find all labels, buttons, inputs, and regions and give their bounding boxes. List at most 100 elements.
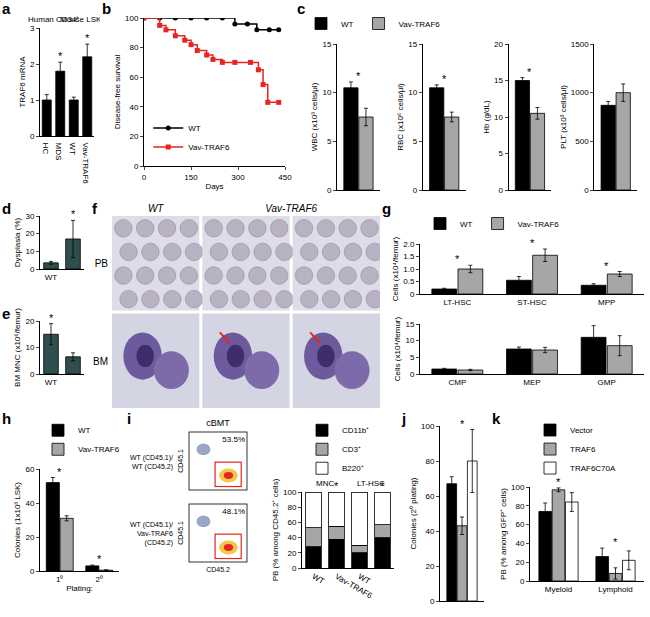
svg-text:60: 60 (425, 492, 434, 501)
svg-text:*: * (613, 536, 618, 548)
svg-text:Vav-TRAF6: Vav-TRAF6 (188, 143, 230, 152)
svg-text:WT: WT (460, 220, 473, 229)
svg-text:B220⁺: B220⁺ (342, 464, 364, 473)
svg-text:80: 80 (515, 502, 524, 511)
svg-text:CD45.1: CD45.1 (177, 449, 184, 473)
svg-text:20: 20 (25, 533, 34, 542)
svg-text:WT: WT (188, 124, 201, 133)
svg-text:450: 450 (278, 173, 292, 182)
svg-text:0.5: 0.5 (403, 277, 415, 286)
svg-text:0: 0 (134, 162, 139, 171)
svg-text:WT: WT (148, 203, 164, 214)
svg-text:RBC (x10⁶ cells/μl): RBC (x10⁶ cells/μl) (396, 83, 405, 151)
svg-text:GMP: GMP (598, 378, 616, 387)
svg-text:30: 30 (25, 212, 34, 221)
svg-text:60: 60 (129, 73, 138, 82)
svg-text:10: 10 (408, 88, 417, 97)
svg-text:3: 3 (30, 24, 35, 33)
svg-text:WT (CD45.2): WT (CD45.2) (132, 463, 173, 471)
svg-text:0: 0 (327, 186, 332, 195)
svg-text:80: 80 (287, 503, 296, 512)
svg-text:Vav-TRAF6: Vav-TRAF6 (78, 445, 120, 454)
svg-text:Vector: Vector (570, 426, 593, 435)
svg-text:Disease-free survival: Disease-free survival (113, 54, 122, 129)
svg-text:40: 40 (425, 527, 434, 536)
svg-text:Vav-TRAF6: Vav-TRAF6 (265, 203, 317, 214)
svg-text:TRAF6: TRAF6 (570, 445, 596, 454)
svg-text:PB: PB (95, 258, 109, 269)
svg-text:48.1%: 48.1% (222, 507, 245, 516)
svg-text:*: * (380, 480, 385, 492)
svg-text:20: 20 (25, 317, 34, 326)
svg-text:Hb (g/dL): Hb (g/dL) (482, 100, 491, 134)
svg-text:5: 5 (327, 137, 332, 146)
svg-text:CD3⁺: CD3⁺ (342, 445, 361, 454)
svg-text:Vav-TRAF6: Vav-TRAF6 (334, 572, 375, 601)
svg-text:BM: BM (93, 356, 108, 367)
svg-text:1000: 1000 (571, 88, 589, 97)
svg-text:300: 300 (231, 173, 245, 182)
svg-text:80: 80 (129, 43, 138, 52)
svg-text:MPP: MPP (598, 298, 615, 307)
svg-text:100: 100 (421, 422, 435, 431)
svg-text:0: 0 (30, 370, 35, 379)
svg-text:15: 15 (408, 40, 417, 49)
svg-text:0: 0 (30, 132, 35, 141)
svg-text:2: 2 (30, 60, 35, 69)
svg-text:10: 10 (494, 113, 503, 122)
svg-text:40: 40 (287, 533, 296, 542)
svg-text:100: 100 (511, 483, 525, 492)
svg-text:Lymphoid: Lymphoid (598, 585, 632, 594)
svg-text:1: 1 (30, 96, 35, 105)
svg-text:MNC: MNC (316, 479, 334, 488)
svg-text:20: 20 (129, 132, 138, 141)
svg-text:LT-HSC: LT-HSC (443, 298, 471, 307)
svg-text:0: 0 (430, 597, 435, 606)
svg-text:WT: WT (311, 572, 326, 586)
svg-text:Vav-TRAF6: Vav-TRAF6 (399, 20, 441, 29)
svg-text:1.0: 1.0 (403, 265, 415, 274)
svg-text:53.5%: 53.5% (222, 435, 245, 444)
svg-text:60: 60 (25, 465, 34, 474)
svg-text:0: 0 (410, 290, 415, 299)
svg-text:Colonies (2⁰ plating): Colonies (2⁰ plating) (409, 477, 418, 549)
svg-text:Dysplasia (%): Dysplasia (%) (13, 217, 22, 267)
svg-text:BM MNC (x10⁶/femur): BM MNC (x10⁶/femur) (13, 308, 22, 387)
svg-text:0: 0 (30, 265, 35, 274)
svg-text:1⁰: 1⁰ (56, 575, 63, 584)
svg-text:100: 100 (125, 14, 139, 23)
svg-text:Vav-TRAF6: Vav-TRAF6 (137, 530, 173, 537)
svg-text:100: 100 (283, 488, 297, 497)
svg-text:Vav-TRAF6: Vav-TRAF6 (518, 220, 560, 229)
svg-text:CD11b⁺: CD11b⁺ (342, 426, 369, 435)
svg-text:WT: WT (357, 572, 372, 586)
svg-text:Plating:: Plating: (66, 584, 93, 593)
svg-text:HC: HC (41, 143, 50, 155)
svg-text:PLT (x10³ cells/μl): PLT (x10³ cells/μl) (559, 85, 568, 149)
svg-text:*: * (49, 312, 54, 324)
svg-text:*: * (530, 237, 535, 249)
svg-text:PB (% among CD45.2⁺ cells): PB (% among CD45.2⁺ cells) (271, 478, 280, 581)
svg-text:*: * (58, 50, 63, 62)
svg-text:5: 5 (498, 149, 503, 158)
svg-text:0: 0 (410, 370, 415, 379)
svg-text:0: 0 (413, 186, 418, 195)
svg-text:Human CD34⁺: Human CD34⁺ (28, 15, 79, 24)
svg-text:Cells (x10⁴/femur): Cells (x10⁴/femur) (391, 236, 400, 301)
svg-text:0: 0 (498, 186, 503, 195)
svg-text:0: 0 (584, 186, 589, 195)
svg-text:20: 20 (494, 40, 503, 49)
svg-text:WT (CD45.1)/: WT (CD45.1)/ (130, 521, 173, 529)
svg-text:*: * (442, 73, 447, 85)
svg-text:0: 0 (30, 567, 35, 576)
svg-text:Mouse LSK: Mouse LSK (60, 15, 100, 24)
svg-text:80: 80 (425, 457, 434, 466)
svg-text:CD45.2: CD45.2 (206, 566, 230, 573)
svg-text:2.0: 2.0 (403, 240, 415, 249)
svg-text:10: 10 (405, 336, 414, 345)
svg-text:TRAF6C70A: TRAF6C70A (570, 464, 616, 473)
svg-text:*: * (71, 208, 76, 220)
svg-text:15: 15 (494, 76, 503, 85)
svg-text:60: 60 (287, 518, 296, 527)
svg-text:60: 60 (515, 520, 524, 529)
